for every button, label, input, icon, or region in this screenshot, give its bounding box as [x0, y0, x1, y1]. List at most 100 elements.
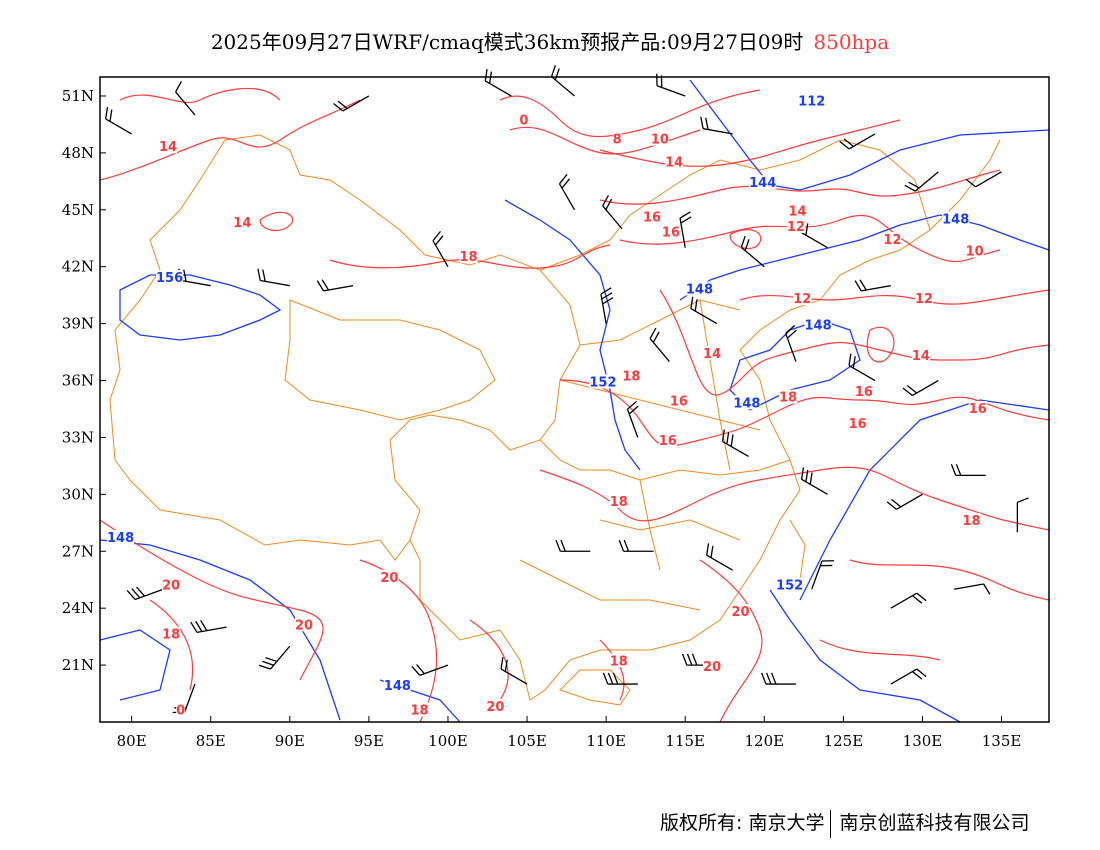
wind-barb: [965, 171, 1002, 188]
contour-label: 20: [703, 660, 721, 675]
lat-tick-label: 45N: [62, 201, 94, 219]
wind-barb: [649, 327, 670, 362]
wind-barb: [721, 429, 749, 457]
contour-label: 18: [410, 704, 428, 719]
lon-tick-label: 95E: [354, 732, 384, 750]
contour-label-bg: [650, 131, 669, 146]
contour-label: 20: [295, 618, 313, 633]
lat-tick-label: 33N: [62, 428, 94, 446]
lon-tick-label: 105E: [507, 732, 547, 750]
contour-label-bg: [486, 698, 505, 713]
contour-label-bg: [658, 433, 677, 448]
wind-barb: [950, 463, 986, 477]
contour-label: 16: [659, 434, 677, 449]
contour-label-bg: [962, 512, 981, 527]
wind-barb: [105, 106, 132, 135]
contour-label-bg: [776, 577, 804, 592]
contour-label: 16: [662, 226, 680, 241]
contour-label-bg: [162, 577, 181, 592]
wind-barb: [679, 211, 692, 248]
contour-label-bg: [749, 175, 777, 190]
contour-label: 10: [966, 245, 984, 260]
contour-label-bg: [965, 243, 984, 258]
lat-tick-label: 48N: [62, 144, 94, 162]
contour-label: 148: [686, 282, 713, 297]
wind-barb: [953, 583, 991, 595]
contour-label: 18: [962, 514, 980, 529]
wind-barb: [1016, 497, 1029, 533]
contour-label: 18: [610, 495, 628, 510]
lat-tick-label: 30N: [62, 485, 94, 503]
contour-label: 16: [643, 210, 661, 225]
contour-label: 18: [162, 628, 180, 643]
contour-label-bg: [459, 249, 478, 264]
contour-label: 148: [942, 212, 969, 227]
wind-barb: [411, 664, 449, 676]
contour-label: 112: [798, 95, 825, 110]
contour-label-bg: [786, 218, 805, 233]
copyright-owner: 版权所有: 南京大学: [660, 812, 825, 834]
wind-barb: [681, 653, 717, 666]
wind-barb: [602, 194, 623, 230]
contour-label-bg: [703, 658, 722, 673]
pressure-level: 850hpa: [813, 30, 890, 54]
geopotential-height-contours: [99, 79, 1050, 723]
lat-tick-label: 21N: [62, 656, 94, 674]
contour-label: 12: [793, 292, 811, 307]
lat-tick-label: 42N: [62, 258, 94, 276]
contour-label: 14: [703, 347, 721, 362]
wind-barb: [839, 133, 876, 150]
wind-barb: [811, 560, 835, 590]
lon-tick-label: 110E: [586, 732, 626, 750]
lon-tick-label: 90E: [275, 732, 305, 750]
contour-label-bg: [883, 232, 902, 247]
contour-label-bg: [410, 702, 429, 717]
contour-label: 16: [849, 417, 867, 432]
wind-barb: [800, 467, 828, 495]
contour-label-bg: [162, 626, 181, 641]
wind-barb: [558, 174, 576, 211]
contour-label-bg: [804, 317, 832, 332]
wind-barb: [333, 95, 370, 112]
contour-label: 20: [732, 605, 750, 620]
lat-tick-label: 39N: [62, 315, 94, 333]
contour-label-bg: [661, 224, 680, 239]
contour-label-bg: [793, 290, 812, 305]
contour-label: 8: [613, 133, 622, 148]
wind-barb: [500, 657, 528, 685]
wind-barb: [902, 379, 939, 397]
contour-label-bg: [609, 493, 628, 508]
wind-barb: [904, 171, 939, 192]
contour-label: 148: [805, 319, 832, 334]
contour-label-bg: [915, 290, 934, 305]
contour-label-bg: [848, 416, 867, 431]
contour-label: 16: [855, 385, 873, 400]
contour-label: 10: [651, 133, 669, 148]
contour-label-bg: [731, 603, 750, 618]
contour-label: 18: [622, 370, 640, 385]
lat-tick-label: 24N: [62, 599, 94, 617]
contour-label-bg: [612, 131, 622, 146]
lat-tick-label: 51N: [62, 87, 94, 105]
wind-barb: [886, 493, 923, 510]
contour-label: 20: [486, 700, 504, 715]
wind-barb: [257, 268, 290, 287]
contour-label-bg: [942, 211, 970, 226]
wind-barb: [760, 672, 796, 685]
contour-label: 148: [384, 679, 411, 694]
contour-label: 16: [969, 402, 987, 417]
contour-label-bg: [798, 93, 826, 108]
contour-label-bg: [233, 215, 252, 230]
map-title: 2025年09月27日WRF/cmaq模式36km预报产品:09月27日09时 8…: [0, 26, 1100, 55]
wind-barb: [550, 65, 575, 97]
contour-label-bg: [733, 395, 761, 410]
footer-divider: [830, 809, 832, 838]
lon-tick-label: 130E: [903, 732, 943, 750]
lon-tick-label: 85E: [196, 732, 226, 750]
copyright-footer: 版权所有: 南京大学 南京创蓝科技有限公司: [660, 808, 1029, 838]
contour-label: 14: [665, 155, 683, 170]
wind-barb: [854, 279, 891, 292]
contour-label: 152: [776, 578, 803, 593]
